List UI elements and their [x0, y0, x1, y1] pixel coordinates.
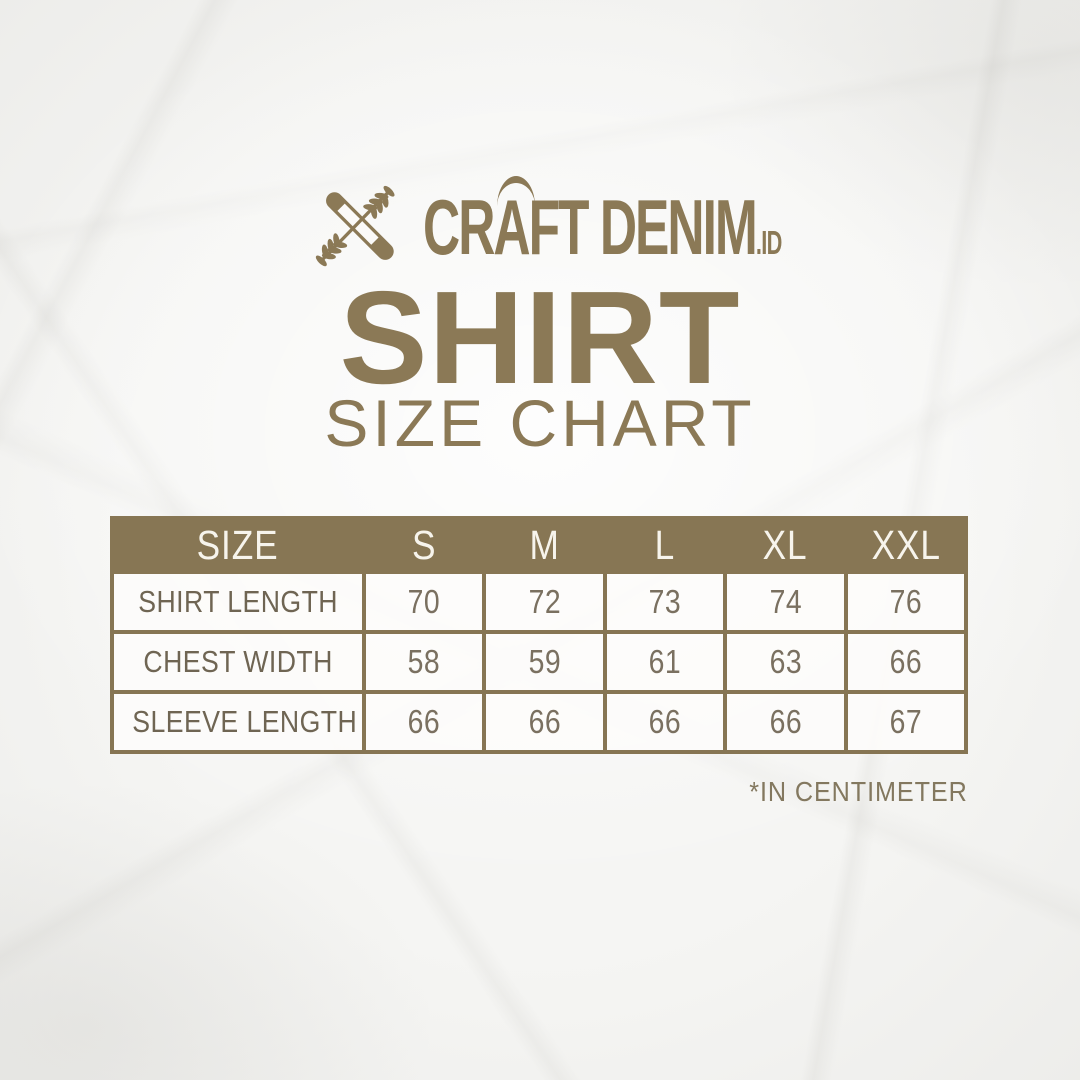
- cell-value: 58: [407, 643, 441, 680]
- value-cell: 66: [843, 630, 969, 694]
- column-header-label: M: [529, 521, 560, 568]
- size-chart-table: SIZE S M L XL XXL SHIRT LENGTH 70 72 73 …: [110, 516, 969, 754]
- column-header-xxl: XXL: [843, 516, 969, 574]
- cell-value: 59: [528, 643, 561, 680]
- value-cell: 66: [482, 690, 607, 754]
- table-row-chest-width: CHEST WIDTH 58 59 61 63 66: [110, 630, 969, 694]
- value-cell: 73: [602, 570, 728, 634]
- column-header-label: SIZE: [197, 521, 279, 568]
- value-cell: 72: [482, 570, 607, 634]
- brand-tld: .ID: [755, 224, 783, 261]
- row-label-cell: CHEST WIDTH: [110, 630, 366, 694]
- value-cell: 70: [361, 570, 487, 634]
- cell-value: 66: [648, 703, 682, 740]
- cell-value: 63: [769, 643, 802, 680]
- brand-wordmark: CRAFT DENIM.ID: [423, 176, 782, 271]
- cell-value: 74: [769, 583, 802, 620]
- column-header-label: L: [654, 521, 676, 568]
- cell-value: 67: [889, 703, 923, 740]
- value-cell: 63: [723, 630, 848, 694]
- row-label: CHEST WIDTH: [143, 644, 333, 679]
- value-cell: 76: [843, 570, 969, 634]
- column-header-label: XXL: [871, 521, 941, 568]
- table-header-row: SIZE S M L XL XXL: [110, 516, 969, 574]
- column-header-label: XL: [762, 521, 808, 568]
- row-label-cell: SHIRT LENGTH: [110, 570, 366, 634]
- cell-value: 73: [648, 583, 682, 620]
- column-header-s: S: [361, 516, 487, 574]
- cell-value: 66: [769, 703, 802, 740]
- row-label-cell: SLEEVE LENGTH: [110, 690, 366, 754]
- value-cell: 61: [602, 630, 728, 694]
- brand-name: CRAFT DENIM: [423, 183, 758, 271]
- unit-footnote: *IN CENTIMETER: [749, 776, 968, 807]
- value-cell: 59: [482, 630, 607, 694]
- value-cell: 67: [843, 690, 969, 754]
- column-header-size: SIZE: [110, 516, 366, 574]
- page-title: SHIRT: [339, 264, 741, 411]
- cell-value: 61: [648, 643, 682, 680]
- brand-logo: CRAFT DENIM.ID: [0, 176, 1080, 274]
- wordmark-swash-accent: [496, 176, 536, 207]
- cell-value: 70: [407, 583, 441, 620]
- value-cell: 66: [361, 690, 487, 754]
- value-cell: 66: [723, 690, 848, 754]
- column-header-xl: XL: [723, 516, 848, 574]
- row-label: SHIRT LENGTH: [138, 584, 338, 619]
- column-header-l: L: [602, 516, 728, 574]
- value-cell: 74: [723, 570, 848, 634]
- page-subtitle: SIZE CHART: [324, 386, 756, 460]
- row-label: SLEEVE LENGTH: [132, 704, 358, 739]
- column-header-m: M: [482, 516, 607, 574]
- table-row-sleeve-length: SLEEVE LENGTH 66 66 66 66 67: [110, 690, 969, 754]
- cell-value: 66: [889, 643, 923, 680]
- cell-value: 76: [889, 583, 923, 620]
- column-header-label: S: [412, 521, 437, 568]
- cell-value: 66: [528, 703, 561, 740]
- value-cell: 58: [361, 630, 487, 694]
- pencil-wheat-crossed-icon: [315, 185, 395, 267]
- cell-value: 66: [407, 703, 441, 740]
- cell-value: 72: [528, 583, 561, 620]
- value-cell: 66: [602, 690, 728, 754]
- table-row-shirt-length: SHIRT LENGTH 70 72 73 74 76: [110, 570, 969, 634]
